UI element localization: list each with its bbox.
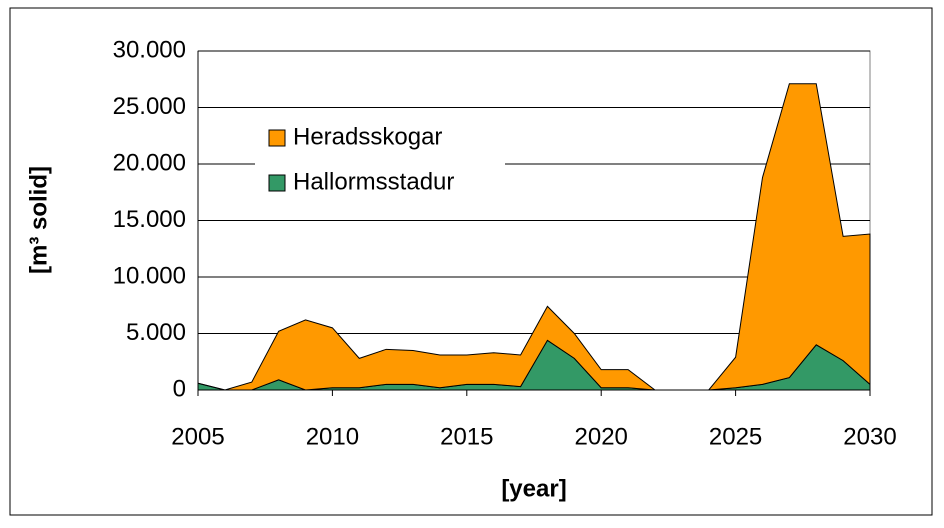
x-tick-label: 2015 bbox=[440, 423, 493, 450]
y-tick-label: 25.000 bbox=[113, 93, 186, 120]
y-tick-label: 30.000 bbox=[113, 36, 186, 63]
y-tick-label: 20.000 bbox=[113, 149, 186, 176]
plot-area: 0 5.000 10.000 15.000 20.000 25.000 30.000 2005… bbox=[113, 36, 897, 450]
y-tick-label: 15.000 bbox=[113, 206, 186, 233]
x-axis-title: [year] bbox=[501, 475, 566, 502]
legend-label: Heradsskogar bbox=[293, 123, 442, 150]
legend-swatch bbox=[268, 129, 286, 147]
legend-label: Hallormsstadur bbox=[293, 168, 454, 195]
x-tick-label: 2030 bbox=[843, 423, 896, 450]
y-tick-label: 5.000 bbox=[126, 319, 186, 346]
x-tick-label: 2005 bbox=[171, 423, 224, 450]
legend-swatch bbox=[268, 174, 286, 192]
y-tick-label: 10.000 bbox=[113, 262, 186, 289]
y-axis-title: [m³ solid] bbox=[25, 166, 52, 274]
area bbox=[197, 83, 871, 391]
legend-box bbox=[255, 118, 505, 208]
x-tick-label: 2020 bbox=[575, 423, 628, 450]
y-tick-label: 0 bbox=[173, 375, 186, 402]
x-tick-label: 2025 bbox=[709, 423, 762, 450]
x-tick-label: 2010 bbox=[306, 423, 359, 450]
